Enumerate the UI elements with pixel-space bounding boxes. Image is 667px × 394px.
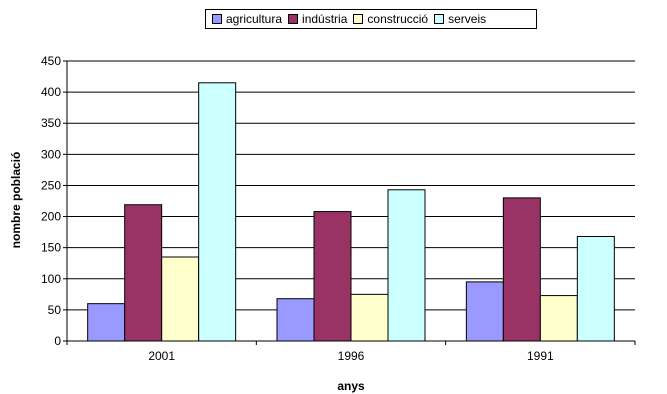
- legend-label-industria: indústria: [302, 12, 348, 26]
- x-tick-label: 1991: [527, 349, 554, 363]
- y-tick-label: 200: [41, 210, 61, 224]
- bar-agricultura-1991: [465, 281, 504, 342]
- bar-agricultura-1996: [276, 298, 315, 342]
- legend-label-agricultura: agricultura: [226, 12, 283, 26]
- y-tick-label: 50: [48, 303, 62, 317]
- bar-indústria-1991: [502, 197, 541, 342]
- legend-item-agricultura: agricultura: [212, 12, 282, 26]
- y-tick-label: 0: [54, 334, 61, 348]
- y-tick-label: 350: [41, 116, 61, 130]
- legend-item-industria: indústria: [288, 12, 347, 26]
- chart-legend: agricultura indústria construcció servei…: [205, 9, 537, 29]
- bar-construcció-1991: [539, 295, 578, 342]
- x-axis-label: anys: [337, 379, 365, 393]
- x-tick-label: 2001: [148, 349, 175, 363]
- y-tick-labels: 0 50 100 150 200 250 300 350 400 450: [41, 54, 61, 348]
- bar-indústria-1996: [313, 211, 352, 342]
- bar-serveis-1996: [387, 189, 426, 342]
- y-tick-label: 100: [41, 272, 61, 286]
- bar-construcció-1996: [350, 293, 389, 342]
- y-tick-label: 250: [41, 178, 61, 192]
- legend-swatch-serveis: [434, 14, 445, 24]
- legend-item-construccio: construcció: [353, 12, 428, 26]
- legend-label-construccio: construcció: [367, 12, 429, 26]
- y-tick-label: 300: [41, 147, 61, 161]
- x-tick-labels: 2001 1996 1991: [148, 349, 554, 363]
- legend-swatch-industria: [288, 14, 299, 24]
- axes: [63, 60, 636, 345]
- y-tick-label: 150: [41, 241, 61, 255]
- legend-item-serveis: serveis: [434, 12, 486, 26]
- y-tick-label: 450: [41, 54, 61, 68]
- bar-agricultura-2001: [87, 303, 126, 342]
- legend-swatch-agricultura: [212, 14, 222, 24]
- bar-serveis-2001: [198, 82, 237, 342]
- y-axis-label: nombre població: [9, 152, 23, 249]
- bar-indústria-2001: [124, 204, 163, 342]
- legend-swatch-construccio: [353, 14, 364, 24]
- x-tick-label: 1996: [338, 349, 365, 363]
- legend-label-serveis: serveis: [448, 12, 487, 26]
- bars: [87, 82, 615, 342]
- bar-serveis-1991: [576, 235, 615, 342]
- bar-construcció-2001: [161, 256, 200, 342]
- y-tick-label: 400: [41, 85, 61, 99]
